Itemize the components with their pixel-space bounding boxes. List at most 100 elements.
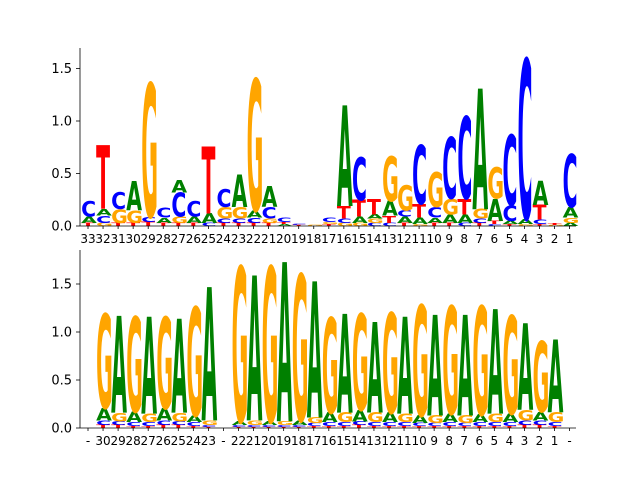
logo-letter-g: G — [126, 292, 143, 443]
x-tick-label: 12 — [396, 232, 411, 246]
logo-letter-t: T — [502, 224, 516, 227]
logo-column-31: TGC — [111, 189, 128, 228]
logo-letter-g: G — [533, 325, 550, 436]
logo-letter-t: T — [171, 425, 185, 430]
y-tick-label: 1.0 — [51, 115, 72, 130]
logo-letter-g: G — [171, 215, 188, 225]
logo-letter-a: A — [472, 56, 488, 248]
logo-letter-a: A — [442, 212, 458, 225]
logo-letter-c: C — [397, 421, 412, 427]
logo-letter-g: G — [382, 287, 399, 446]
logo-letter-c: C — [427, 205, 442, 221]
x-tick-label: 9 — [445, 232, 453, 246]
x-tick-label: 8 — [460, 232, 468, 246]
logo-letter-g: G — [277, 420, 294, 426]
x-tick-label: 2 — [536, 434, 544, 448]
logo-letter-c: C — [96, 213, 111, 225]
logo-letter-g: G — [201, 419, 218, 427]
logo-letter-c: C — [156, 419, 171, 427]
x-tick-label: 24 — [216, 232, 231, 246]
logo-letter-g: G — [518, 408, 535, 424]
x-tick-label: 26 — [186, 232, 201, 246]
logo-letter-t: T — [277, 222, 291, 225]
logo-letter-c: C — [457, 96, 472, 227]
logo-letter-a: A — [548, 321, 564, 437]
logo-letter-c: C — [337, 217, 352, 224]
logo-letter-c: C — [533, 419, 548, 427]
logo-letter-c: C — [442, 421, 457, 427]
logo-letter-a: A — [533, 410, 549, 424]
logo-letter-c: C — [412, 423, 427, 428]
x-tick-label: 32 — [95, 232, 110, 246]
logo-letter-t: T — [518, 425, 532, 430]
logo-letter-c: C — [217, 217, 232, 224]
logo-letter-t: T — [111, 425, 125, 430]
x-tick-label: 28 — [156, 232, 171, 246]
logo-letter-c: C — [141, 215, 156, 223]
logo-letter-a: A — [397, 215, 414, 225]
logo-letter-a: A — [111, 291, 127, 445]
logo-letter-g: G — [307, 416, 324, 425]
x-tick-label: 21 — [261, 232, 276, 246]
logo-letter-c: C — [186, 421, 201, 427]
logo-letter-a: A — [502, 412, 518, 426]
y-tick-label: 1.0 — [51, 326, 72, 341]
logo-letter-g: G — [442, 195, 459, 220]
logo-letter-t: T — [412, 200, 427, 222]
logo-letter-t: T — [367, 426, 381, 429]
logo-letter-g: G — [111, 411, 128, 425]
logo-letter-c: C — [111, 420, 126, 426]
x-tick-label: 19 — [276, 434, 291, 448]
logo-letter-a: A — [367, 298, 383, 442]
x-tick-label: 23 — [201, 434, 216, 448]
logo-letter-c: C — [518, 16, 533, 271]
logo-letter-g: G — [442, 276, 459, 448]
x-tick-label: 4 — [521, 232, 529, 246]
logo-letter-t: T — [412, 426, 426, 429]
x-tick-label: 16 — [336, 232, 351, 246]
logo-letter-t: T — [337, 203, 351, 223]
x-tick-label: - — [567, 434, 571, 448]
logo-letter-c: C — [126, 421, 141, 427]
logo-letter-a: A — [337, 79, 353, 240]
logo-letter-g: G — [563, 216, 580, 224]
x-tick-label: 25 — [201, 232, 216, 246]
logo-column-33: TAC — [81, 197, 98, 227]
logo-letter-g: G — [96, 288, 113, 439]
logo-letter-c: C — [563, 142, 578, 225]
logo-letter-a: A — [533, 176, 549, 213]
logo-letter-g: G — [427, 163, 444, 219]
x-tick-label: 22 — [246, 232, 261, 246]
logo-letter-g: G — [141, 412, 158, 426]
logo-letter-a: A — [247, 208, 263, 220]
logo-letter-t: T — [186, 222, 200, 227]
x-tick-label: 30 — [126, 232, 141, 246]
logo-column-4: GAC — [518, 16, 535, 271]
logo-letter-t: T — [442, 426, 456, 429]
logo-letter-t: T — [472, 426, 486, 429]
logo-letter-c: C — [427, 423, 442, 428]
x-tick-label: 1 — [551, 434, 559, 448]
logo-letter-t: T — [457, 426, 471, 429]
logo-letter-a: A — [382, 411, 399, 426]
logo-column-30: TGA — [126, 172, 143, 227]
logo-letter-g: G — [96, 222, 113, 227]
logo-letter-t: T — [322, 224, 336, 227]
y-tick-label: 0.0 — [51, 422, 72, 437]
